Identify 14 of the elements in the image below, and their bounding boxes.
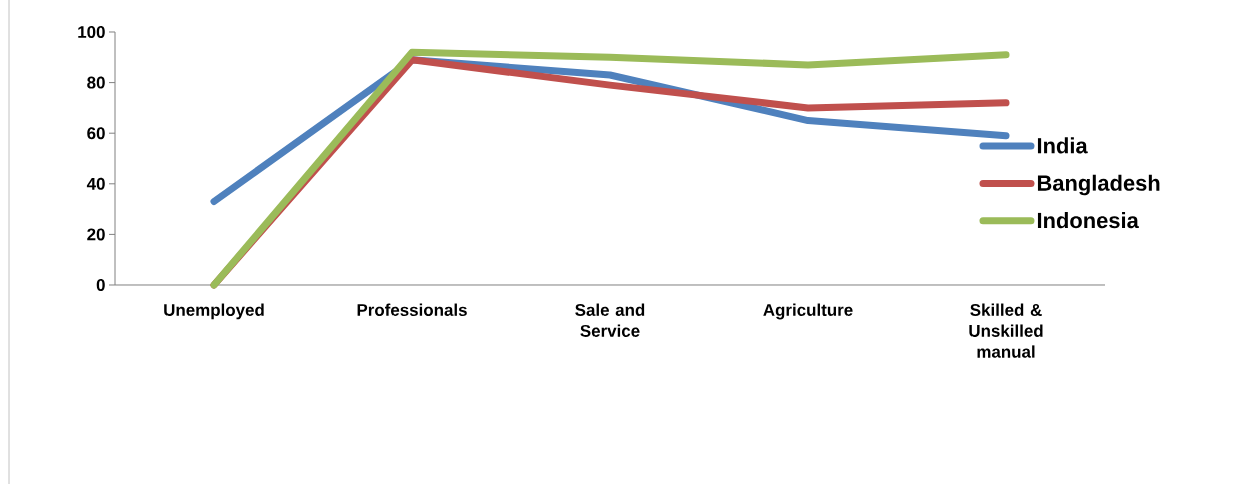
y-tick-label: 20 (87, 228, 105, 241)
y-tick-label: 40 (86, 177, 105, 190)
y-tick-label: 80 (87, 76, 105, 89)
x-tick-label: Unemployed (164, 303, 264, 320)
x-tick-label: Sale and Service (575, 303, 645, 337)
legend-label: Indonesia (1037, 212, 1139, 229)
y-tick-label: 0 (96, 279, 105, 291)
y-tick-label: 60 (87, 127, 105, 140)
legend-label: Bangladesh (1037, 174, 1160, 196)
legend-label: India (1037, 137, 1088, 154)
x-tick-label: Agriculture (763, 303, 853, 320)
x-tick-label: Professionals (357, 303, 467, 316)
y-tick-label: 100 (78, 26, 105, 38)
x-tick-label: Skilled & Unskilled manual (969, 303, 1043, 358)
